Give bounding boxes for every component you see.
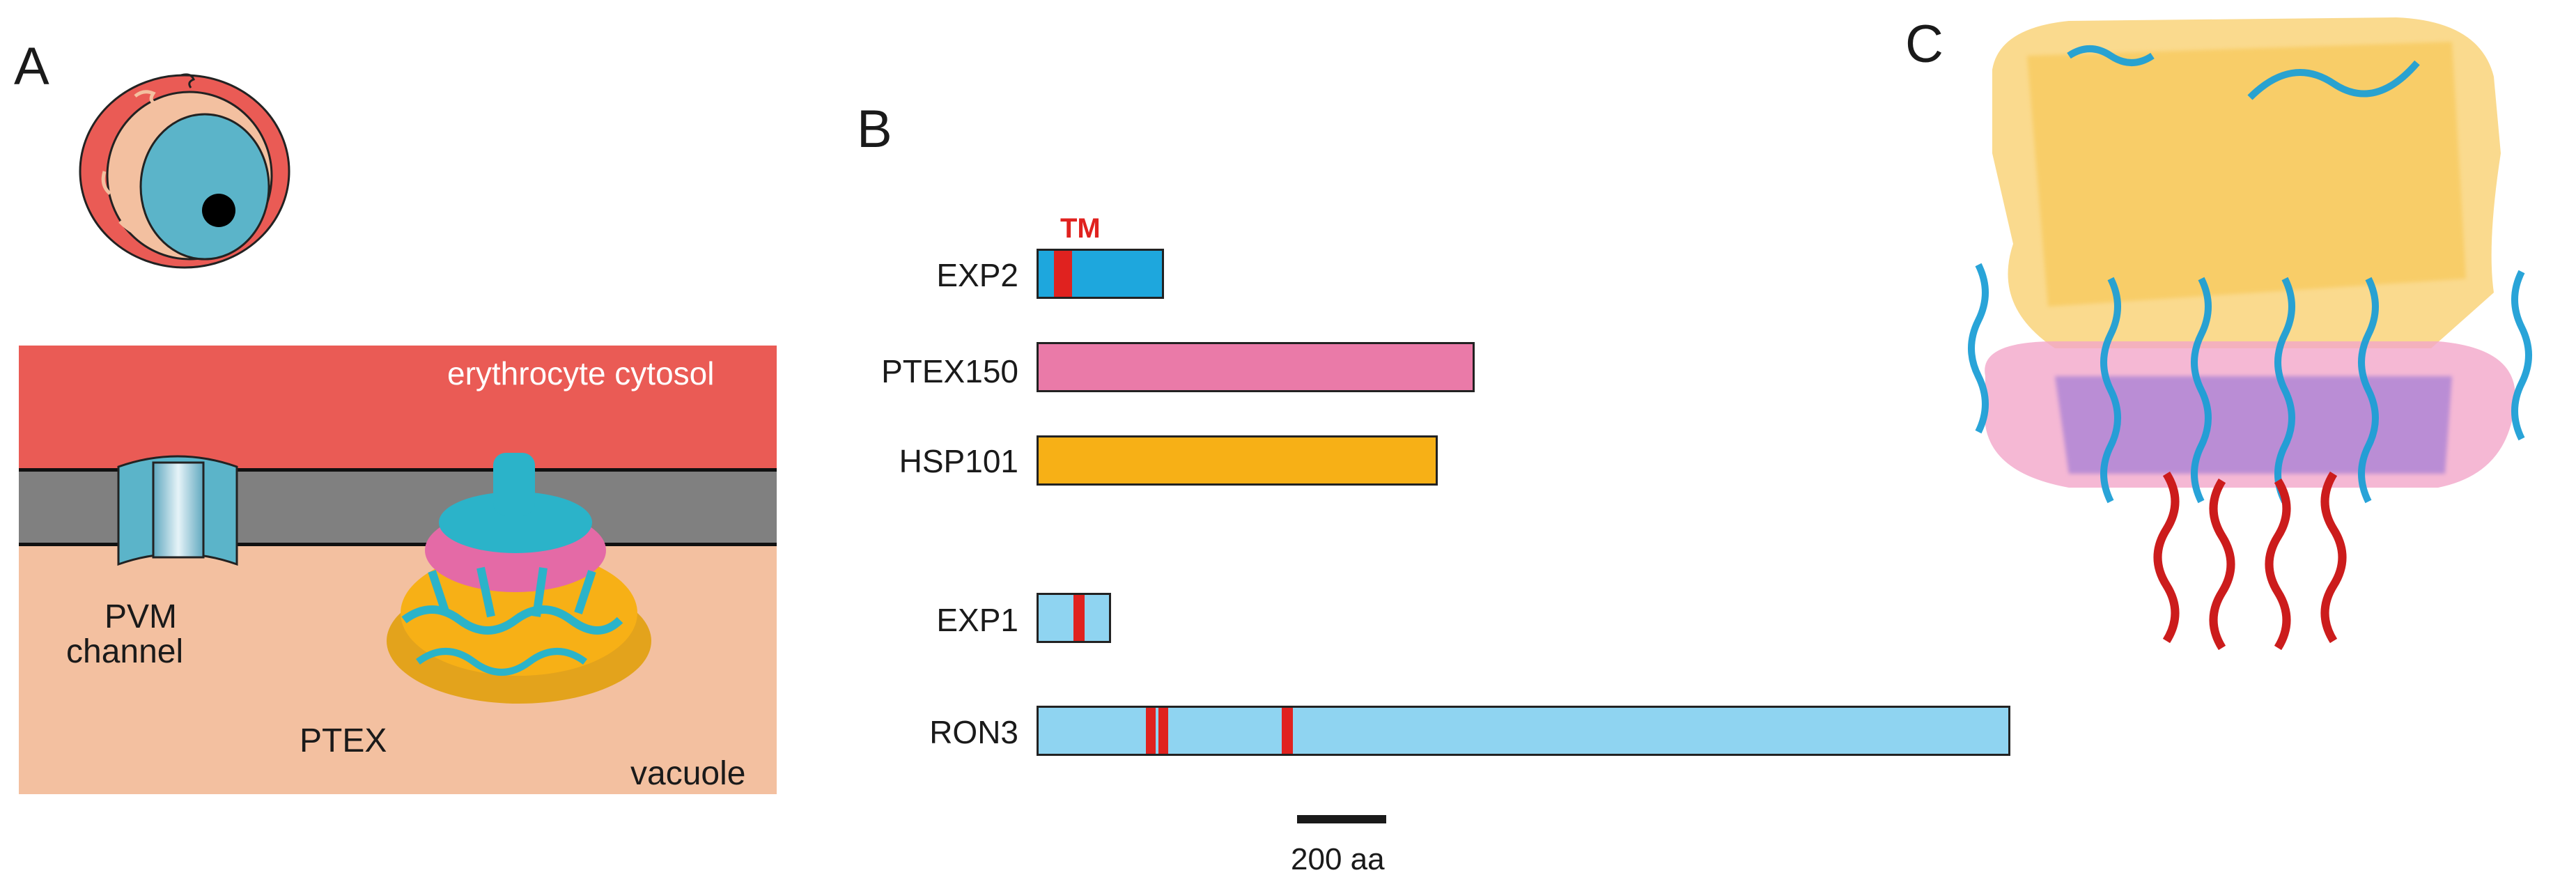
protein-bar-exp2 [1037,249,1164,299]
tm-domain [1073,595,1085,641]
erythrocyte-cytosol-label: erythrocyte cytosol [447,355,715,392]
tm-domain [1054,251,1072,297]
panel-label-c: C [1905,15,1943,74]
tm-label: TM [1060,213,1101,244]
protein-bar-hsp101 [1037,435,1438,486]
protein-label-ptex150: PTEX150 [881,353,1018,389]
protein-bar-exp1 [1037,593,1111,643]
scale-bar-label: 200 aa [1291,842,1385,876]
pvm-label-line2: channel [66,633,184,670]
panel-label-a: A [14,37,49,96]
vacuole-region [19,546,777,794]
protein-label-hsp101: HSP101 [899,443,1018,479]
vacuole-label: vacuole [630,755,746,792]
pvm-channel-illustration [117,455,238,566]
scale-bar [1297,815,1386,823]
ptex-label: PTEX [300,722,387,759]
protein-bar-ptex150 [1037,342,1475,392]
protein-label-exp1: EXP1 [936,602,1018,638]
tm-domain [1282,708,1293,754]
protein-bar-ron3 [1037,706,2010,756]
tm-domain [1146,708,1156,754]
ptex-complex-illustration [387,453,651,704]
panel-label-b: B [857,100,892,159]
protein-label-exp2: EXP2 [936,257,1018,293]
erythrocyte-cytosol-region [19,346,777,468]
pvm-label-line1: PVM [104,598,178,635]
tm-domain [1158,708,1168,754]
ptex-structure-illustration [1968,17,2532,651]
infected-erythrocyte-illustration [79,73,290,269]
protein-label-ron3: RON3 [929,714,1018,750]
